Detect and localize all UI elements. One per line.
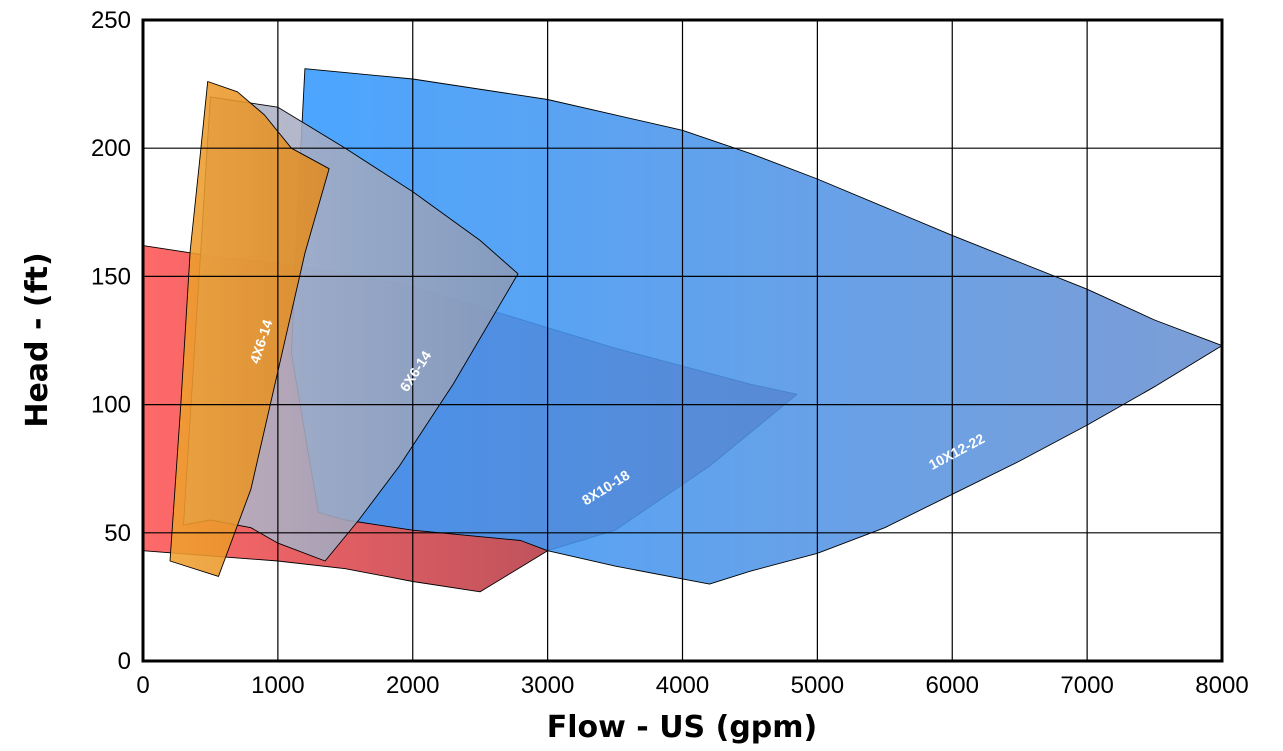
y-tick-label: 50: [104, 520, 131, 547]
ticks: 0 1000 2000 3000 4000 5000 6000 7000 8000 0 50 100 1…: [91, 7, 1249, 699]
y-tick-label: 150: [91, 263, 131, 290]
grid: [141, 18, 1224, 663]
x-tick-label: 7000: [1060, 672, 1113, 699]
y-tick-label: 200: [91, 135, 131, 162]
x-tick-label: 5000: [791, 672, 844, 699]
x-tick-label: 4000: [656, 672, 709, 699]
regions: [142, 68, 1223, 593]
x-tick-label: 0: [136, 672, 149, 699]
y-tick-label: 100: [91, 392, 131, 419]
x-tick-label: 1000: [251, 672, 304, 699]
x-tick-label: 2000: [386, 672, 439, 699]
y-tick-label: 0: [118, 648, 131, 675]
plot-frame: [141, 18, 1224, 663]
y-tick-label: 250: [91, 7, 131, 34]
x-tick-label: 8000: [1195, 672, 1248, 699]
x-tick-label: 3000: [521, 672, 574, 699]
y-axis-title: Head - (ft): [20, 252, 55, 427]
x-tick-label: 6000: [926, 672, 979, 699]
x-axis-title: Flow - US (gpm): [547, 710, 817, 745]
